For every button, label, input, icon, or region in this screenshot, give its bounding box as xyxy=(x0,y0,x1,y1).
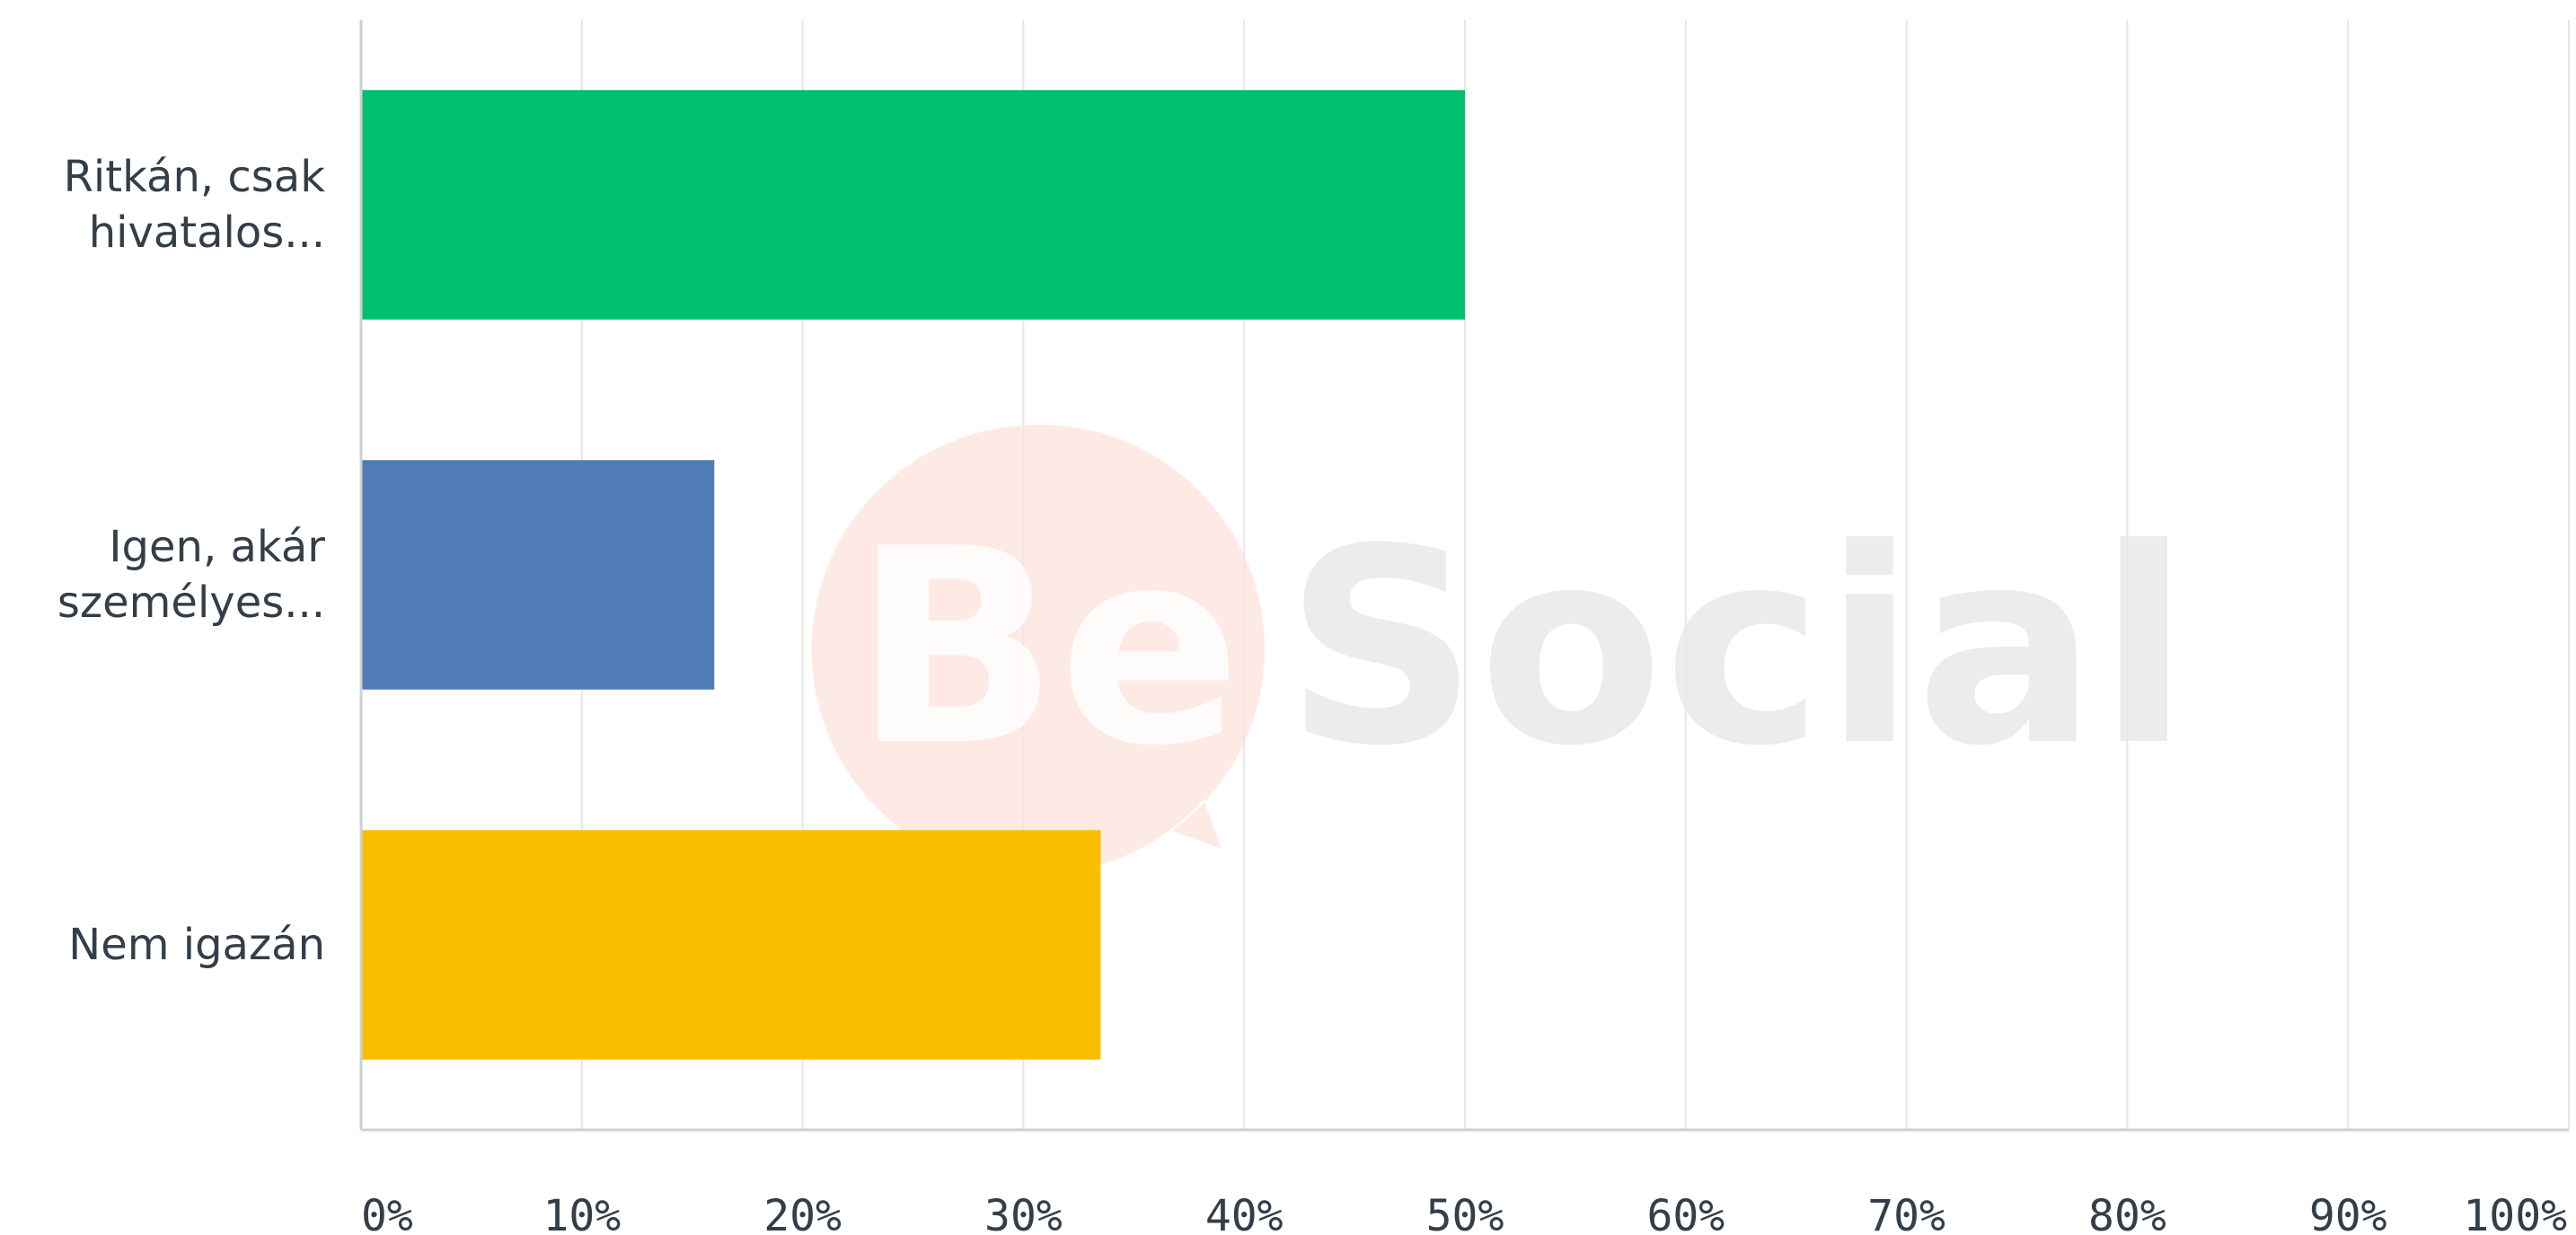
x-tick-label: 80% xyxy=(2088,1191,2166,1235)
x-tick-label: 20% xyxy=(763,1191,842,1235)
bar xyxy=(361,460,715,690)
category-label: hivatalos... xyxy=(89,207,325,258)
watermark-be: Be xyxy=(853,491,1241,805)
x-tick-label: 40% xyxy=(1205,1191,1284,1235)
x-tick-label: 60% xyxy=(1646,1191,1725,1235)
speech-bubble-icon xyxy=(811,424,1265,875)
x-tick-label: 50% xyxy=(1426,1191,1504,1235)
besocial-watermark: Be Social xyxy=(811,424,2190,875)
x-tick-label: 90% xyxy=(2309,1191,2387,1235)
category-label: Ritkán, csak xyxy=(64,152,326,202)
category-label: személyes... xyxy=(57,578,325,628)
category-label: Nem igazán xyxy=(68,920,325,970)
x-tick-label: 70% xyxy=(1867,1191,1945,1235)
bars xyxy=(361,90,1465,1060)
x-tick-label: 10% xyxy=(543,1191,621,1235)
x-tick-label: 0% xyxy=(361,1191,413,1235)
x-tick-label: 100% xyxy=(2463,1191,2567,1235)
x-tick-label: 30% xyxy=(984,1191,1063,1235)
category-label: Igen, akár xyxy=(109,522,325,572)
watermark-social: Social xyxy=(1284,491,2190,805)
x-tick-labels: 0% 10% 20% 30% 40% 50% 60% 70% 80% 90% 100% xyxy=(361,1191,2567,1235)
bar xyxy=(361,830,1101,1060)
bar xyxy=(361,90,1465,320)
